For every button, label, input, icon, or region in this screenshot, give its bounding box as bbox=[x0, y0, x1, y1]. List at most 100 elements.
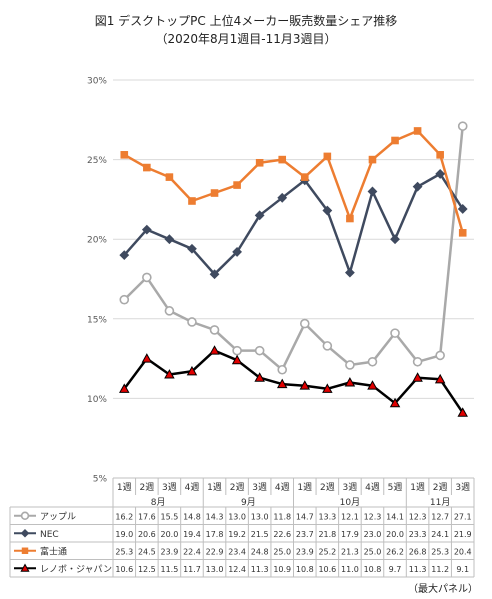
table-cell: 14.7 bbox=[296, 512, 314, 521]
source-note: （最大パネル） bbox=[408, 584, 478, 595]
table-cell: 21.5 bbox=[251, 530, 269, 539]
y-tick-label: 5% bbox=[93, 475, 108, 485]
table-cell: 19.2 bbox=[228, 530, 246, 539]
month-label: 11月 bbox=[430, 497, 450, 508]
data-point bbox=[436, 151, 444, 159]
data-point bbox=[435, 350, 445, 361]
table-cell: 14.1 bbox=[386, 512, 404, 521]
month-label: 9月 bbox=[241, 497, 256, 508]
x-tick-label: 3週 bbox=[252, 482, 267, 493]
table-cell: 24.1 bbox=[431, 530, 449, 539]
y-tick-label: 20% bbox=[87, 236, 107, 246]
table-cell: 12.4 bbox=[228, 565, 246, 574]
table-cell: 10.8 bbox=[364, 565, 382, 574]
table-cell: 23.0 bbox=[364, 530, 382, 539]
x-tick-label: 2週 bbox=[433, 482, 448, 493]
data-point bbox=[278, 155, 287, 164]
table-cell: 10.6 bbox=[115, 565, 133, 574]
y-tick-label: 30% bbox=[87, 77, 107, 87]
data-point bbox=[299, 318, 310, 329]
data-point bbox=[188, 197, 196, 205]
data-point bbox=[367, 186, 378, 197]
month-label: 10月 bbox=[340, 497, 360, 508]
data-point bbox=[299, 380, 311, 390]
table-cell: 14.3 bbox=[206, 512, 224, 521]
x-tick-label: 4週 bbox=[365, 482, 380, 493]
table-cell: 25.3 bbox=[431, 547, 449, 556]
data-point bbox=[344, 267, 355, 278]
y-tick-label: 25% bbox=[87, 156, 107, 166]
x-tick-label: 1週 bbox=[117, 482, 132, 493]
data-point bbox=[233, 181, 241, 189]
table-cell: 25.0 bbox=[273, 547, 291, 556]
table-cell: 22.4 bbox=[183, 547, 201, 556]
series-line bbox=[123, 349, 464, 414]
legend-marker bbox=[21, 547, 29, 554]
x-tick-label: 2週 bbox=[230, 482, 245, 493]
table-cell: 25.3 bbox=[115, 547, 133, 556]
x-tick-label: 1週 bbox=[207, 482, 222, 493]
table-cell: 12.1 bbox=[341, 512, 359, 521]
table-cell: 11.5 bbox=[161, 565, 179, 574]
x-tick-label: 1週 bbox=[410, 482, 425, 493]
table-cell: 12.3 bbox=[364, 512, 382, 521]
data-point bbox=[232, 345, 242, 356]
x-tick-label: 5週 bbox=[388, 482, 403, 493]
data-point bbox=[322, 341, 333, 351]
data-point bbox=[435, 169, 446, 179]
data-point bbox=[232, 247, 243, 257]
x-tick-label: 4週 bbox=[185, 482, 200, 493]
data-point bbox=[119, 383, 130, 393]
x-tick-label: 3週 bbox=[455, 482, 470, 493]
data-point bbox=[210, 189, 219, 197]
data-point bbox=[344, 377, 356, 387]
data-point bbox=[367, 380, 378, 390]
table-cell: 11.0 bbox=[341, 565, 359, 574]
data-point bbox=[209, 269, 220, 280]
data-point bbox=[390, 234, 400, 245]
data-point bbox=[254, 345, 265, 356]
data-point bbox=[390, 328, 400, 338]
data-point bbox=[367, 356, 378, 367]
y-tick-label: 15% bbox=[87, 315, 107, 325]
data-point bbox=[165, 173, 174, 181]
table-cell: 21.8 bbox=[318, 530, 336, 539]
data-point bbox=[412, 356, 423, 367]
data-point bbox=[277, 192, 288, 203]
data-point bbox=[276, 378, 288, 389]
legend-label: レノボ・ジャパン bbox=[40, 564, 112, 575]
table-cell: 24.5 bbox=[138, 547, 156, 556]
data-point bbox=[322, 383, 333, 393]
table-cell: 9.7 bbox=[389, 565, 402, 574]
legend-label: NEC bbox=[40, 530, 59, 540]
data-point bbox=[457, 121, 468, 131]
y-tick-label: 10% bbox=[87, 395, 107, 405]
table-cell: 12.7 bbox=[431, 512, 449, 521]
legend-marker bbox=[20, 563, 30, 572]
data-point bbox=[322, 205, 333, 216]
data-point bbox=[368, 155, 377, 164]
data-point bbox=[458, 229, 467, 237]
table-cell: 11.8 bbox=[273, 512, 291, 521]
data-point bbox=[187, 243, 197, 254]
data-point bbox=[391, 136, 399, 145]
table-cell: 20.6 bbox=[138, 530, 156, 539]
table-cell: 23.3 bbox=[409, 530, 427, 539]
table-cell: 13.3 bbox=[318, 512, 336, 521]
series-line bbox=[123, 129, 464, 234]
data-point bbox=[434, 373, 446, 384]
series-line bbox=[123, 172, 464, 276]
table-cell: 13.0 bbox=[251, 512, 269, 521]
month-label: 8月 bbox=[151, 497, 166, 508]
legend-label: アップル bbox=[40, 511, 76, 522]
data-point bbox=[141, 224, 152, 235]
table-cell: 26.2 bbox=[386, 547, 404, 556]
table-cell: 21.3 bbox=[341, 547, 359, 556]
table-cell: 22.9 bbox=[206, 547, 224, 556]
data-point bbox=[457, 204, 468, 214]
table-cell: 12.3 bbox=[409, 512, 427, 521]
table-cell: 17.9 bbox=[341, 530, 359, 539]
data-point bbox=[457, 407, 468, 417]
data-point bbox=[412, 181, 423, 192]
data-point bbox=[143, 163, 151, 172]
